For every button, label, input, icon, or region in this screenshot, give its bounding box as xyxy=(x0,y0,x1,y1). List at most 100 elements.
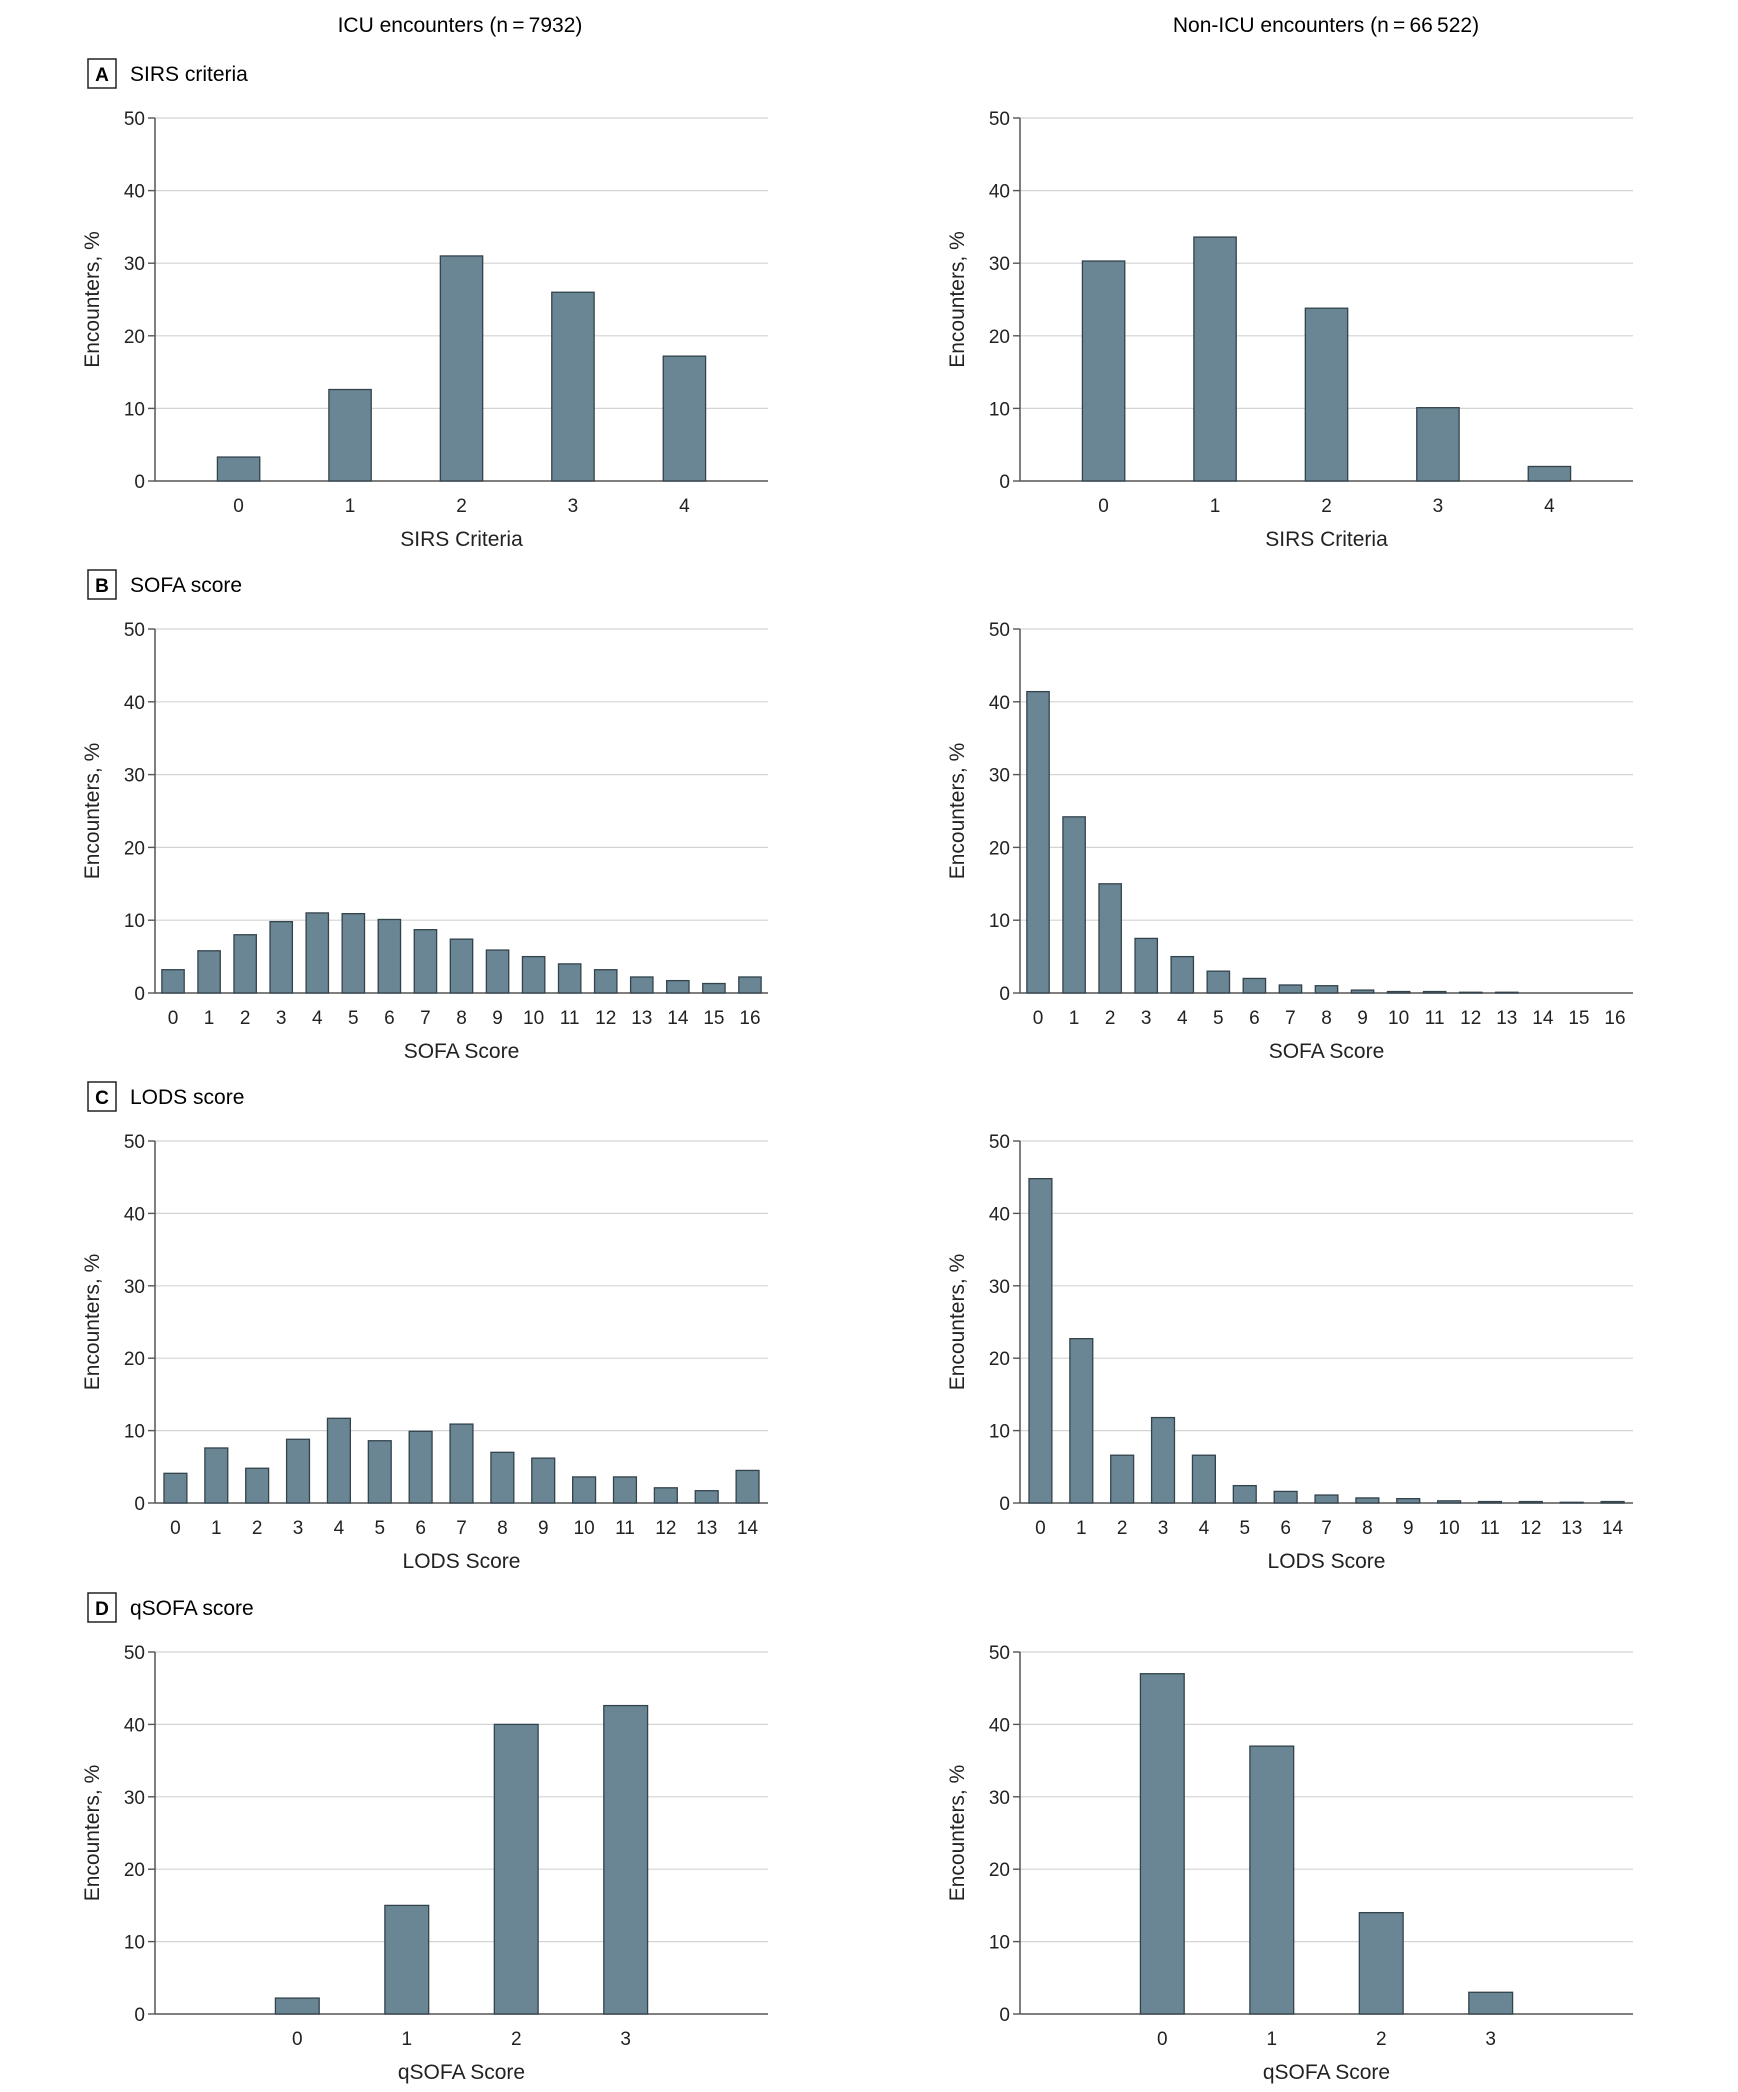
bar xyxy=(1278,984,1303,994)
bar xyxy=(408,1430,433,1504)
bar xyxy=(1134,937,1159,994)
y-tick-label: 10 xyxy=(124,1933,145,1954)
x-axis-label: SOFA Score xyxy=(404,1040,520,1063)
x-tick-label: 4 xyxy=(334,1518,345,1539)
bar xyxy=(449,938,474,994)
y-tick-label: 40 xyxy=(124,1715,145,1736)
bar xyxy=(557,963,582,994)
bar xyxy=(216,456,261,482)
x-tick-label: 10 xyxy=(574,1518,595,1539)
bar xyxy=(384,1904,430,2015)
y-tick-label: 20 xyxy=(124,1349,145,1370)
bar xyxy=(1081,260,1126,482)
bar xyxy=(551,291,595,482)
chart-sirs-icu: 0 10 20 30 40 50 0 1 2 3 4 SIRS Criteria Encounters,… xyxy=(81,109,768,551)
bar xyxy=(1422,990,1447,994)
y-tick-label: 20 xyxy=(989,1860,1010,1881)
x-tick-label: 14 xyxy=(1532,1008,1554,1029)
x-tick-label: 9 xyxy=(1403,1518,1414,1539)
x-tick-label: 10 xyxy=(523,1008,544,1029)
bar xyxy=(197,950,221,994)
y-tick-label: 40 xyxy=(989,1715,1010,1736)
x-tick-label: 12 xyxy=(655,1518,676,1539)
bar xyxy=(1026,690,1050,994)
x-tick-label: 1 xyxy=(1076,1518,1087,1539)
bar xyxy=(1028,1177,1053,1504)
x-tick-label: 5 xyxy=(1239,1518,1250,1539)
y-axis-label: Encounters, % xyxy=(81,743,104,880)
panel-letter-box xyxy=(87,1081,117,1112)
bar xyxy=(1386,990,1411,994)
y-tick-label: 30 xyxy=(989,766,1010,787)
y-tick-label: 40 xyxy=(989,1204,1010,1225)
bar xyxy=(666,979,690,994)
x-tick-label: 14 xyxy=(667,1008,689,1029)
bar xyxy=(735,1469,760,1504)
bar xyxy=(1110,1454,1135,1504)
x-tick-label: 2 xyxy=(456,496,467,517)
panel-label-b: B SOFA score xyxy=(87,569,242,600)
y-tick-label: 0 xyxy=(134,984,145,1005)
y-axis-label: Encounters, % xyxy=(946,1254,969,1391)
x-tick-label: 4 xyxy=(679,496,690,517)
x-tick-label: 0 xyxy=(170,1518,181,1539)
x-tick-label: 7 xyxy=(420,1008,431,1029)
panel-letter: A xyxy=(95,65,109,86)
y-tick-label: 30 xyxy=(989,1788,1010,1809)
x-tick-label: 5 xyxy=(374,1518,385,1539)
x-tick-label: 13 xyxy=(1496,1008,1517,1029)
y-tick-label: 0 xyxy=(999,984,1010,1005)
chart-qsofa-non-icu: 0 10 20 30 40 50 0 1 2 3 qSOFA Score Encounters, % xyxy=(946,1643,1633,2084)
x-tick-label: 11 xyxy=(1425,1008,1445,1029)
y-tick-label: 40 xyxy=(124,1204,145,1225)
x-tick-label: 13 xyxy=(696,1518,717,1539)
panel-letter: C xyxy=(95,1088,109,1109)
bar xyxy=(593,969,618,994)
bar xyxy=(1527,465,1572,482)
bar xyxy=(1518,1500,1543,1504)
y-tick-label: 50 xyxy=(989,620,1010,641)
panel-title: qSOFA score xyxy=(130,1597,254,1620)
x-tick-label: 8 xyxy=(497,1518,508,1539)
bar xyxy=(738,976,762,994)
x-tick-label: 2 xyxy=(511,2029,522,2050)
x-tick-label: 0 xyxy=(168,1008,179,1029)
y-tick-label: 50 xyxy=(989,1643,1010,1664)
x-tick-label: 4 xyxy=(312,1008,323,1029)
y-tick-label: 20 xyxy=(124,838,145,859)
panel-letter-box xyxy=(87,569,117,600)
y-axis-label: Encounters, % xyxy=(946,743,969,880)
bar xyxy=(662,355,707,482)
bar xyxy=(1437,1500,1462,1504)
x-tick-label: 1 xyxy=(1210,496,1221,517)
x-axis-label: SIRS Criteria xyxy=(1265,528,1388,551)
x-tick-label: 13 xyxy=(1561,1518,1582,1539)
x-tick-label: 11 xyxy=(1480,1518,1500,1539)
y-tick-label: 30 xyxy=(124,254,145,275)
x-tick-label: 1 xyxy=(1069,1008,1080,1029)
bar xyxy=(1069,1338,1094,1504)
y-tick-label: 30 xyxy=(124,766,145,787)
bar xyxy=(1098,883,1122,994)
bar xyxy=(603,1704,649,2015)
y-tick-label: 10 xyxy=(989,399,1010,420)
x-tick-label: 0 xyxy=(1035,1518,1046,1539)
x-axis-label: SOFA Score xyxy=(1269,1040,1385,1063)
x-tick-label: 4 xyxy=(1199,1518,1210,1539)
bar xyxy=(1273,1490,1298,1504)
bar xyxy=(439,255,484,482)
x-tick-label: 1 xyxy=(401,2029,412,2050)
bar xyxy=(1458,991,1483,994)
y-tick-label: 20 xyxy=(124,327,145,348)
y-tick-label: 10 xyxy=(124,911,145,932)
y-tick-label: 40 xyxy=(989,182,1010,203)
x-tick-label: 16 xyxy=(1604,1008,1625,1029)
x-tick-label: 7 xyxy=(1285,1008,1296,1029)
x-tick-label: 2 xyxy=(1321,496,1332,517)
x-tick-label: 3 xyxy=(568,496,579,517)
x-tick-label: 7 xyxy=(1321,1518,1332,1539)
x-tick-label: 1 xyxy=(211,1518,222,1539)
x-tick-label: 1 xyxy=(204,1008,215,1029)
